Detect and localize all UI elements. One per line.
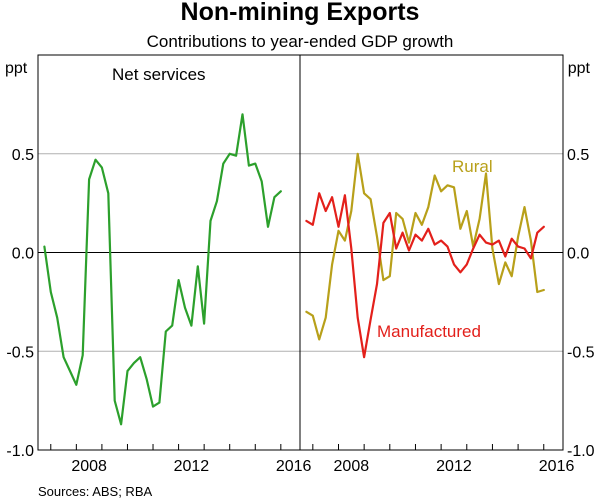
y-tick-label-left-3: 0.5	[12, 147, 34, 164]
series-right-1	[305, 192, 545, 359]
label-manufactured: Manufactured	[377, 322, 481, 341]
label-net-services: Net services	[112, 65, 206, 84]
y-tick-label-left-1: -0.5	[6, 344, 34, 361]
series-lines	[43, 113, 545, 426]
right-axis-unit: ppt	[568, 60, 591, 77]
y-tick-label-right-0: -1.0	[567, 443, 595, 460]
axis-ticks	[50, 444, 545, 450]
x-tick-label-right-1: 2012	[436, 458, 472, 475]
y-tick-label-right-3: 0.5	[567, 147, 589, 164]
x-tick-label-left-0: 2008	[71, 458, 107, 475]
chart-title: Non-mining Exports	[181, 0, 420, 26]
series-left-0	[43, 113, 282, 426]
chart-subtitle: Contributions to year-ended GDP growth	[147, 32, 454, 51]
y-tick-label-right-2: 0.0	[567, 246, 589, 263]
y-tick-label-left-0: -1.0	[6, 443, 34, 460]
x-tick-label-right-2: 2016	[539, 458, 575, 475]
series-right-0	[305, 152, 545, 341]
y-tick-label-left-2: 0.0	[12, 246, 34, 263]
x-tick-label-left-2: 2016	[276, 458, 312, 475]
chart-source: Sources: ABS; RBA	[38, 484, 152, 499]
y-tick-label-right-1: -0.5	[567, 344, 595, 361]
x-tick-label-left-1: 2012	[174, 458, 210, 475]
left-axis-unit: ppt	[5, 60, 28, 77]
x-tick-label-right-0: 2008	[334, 458, 370, 475]
label-rural: Rural	[452, 157, 493, 176]
